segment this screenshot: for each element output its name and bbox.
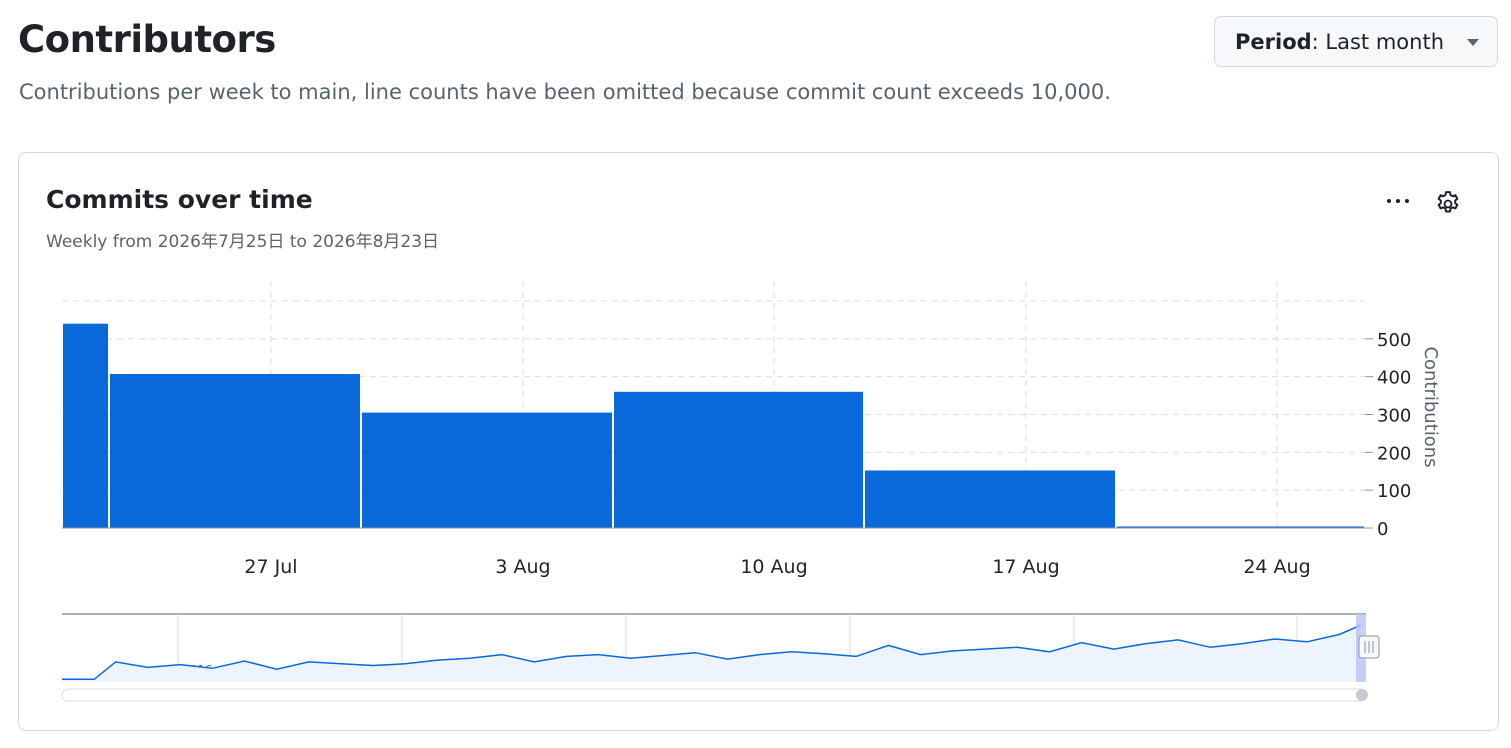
y-axis-label: Contributions — [1420, 346, 1441, 467]
y-tick-label: 100 — [1377, 481, 1411, 502]
x-tick-label: 3 Aug — [495, 556, 550, 578]
page-title: Contributors — [18, 18, 276, 61]
x-tick-label: 27 Jul — [244, 556, 297, 578]
bar[interactable] — [1117, 526, 1364, 528]
x-tick-label: 24 Aug — [1243, 556, 1310, 578]
navigator-scrollbar-thumb[interactable] — [1356, 689, 1368, 701]
y-tick-label: 300 — [1377, 406, 1411, 427]
period-value: Last month — [1325, 29, 1444, 54]
bar[interactable] — [110, 374, 360, 528]
navigator-series-line — [62, 624, 1361, 681]
period-dropdown-button[interactable]: Period: Last month — [1214, 16, 1498, 67]
y-tick-label: 400 — [1377, 368, 1411, 389]
bar[interactable] — [614, 391, 863, 528]
y-tick-label: 0 — [1377, 519, 1388, 540]
y-tick-label: 500 — [1377, 330, 1411, 351]
chart-title: Commits over time — [46, 185, 313, 214]
more-horizontal-icon[interactable] — [1381, 186, 1415, 216]
navigator-scrollbar-track[interactable] — [61, 688, 1367, 702]
chart-subtitle: Weekly from 2026年7月25日 to 2026年8月23日 — [46, 232, 440, 252]
period-separator: : — [1311, 29, 1319, 54]
bar[interactable] — [362, 412, 612, 528]
chevron-down-icon — [1467, 39, 1479, 46]
bar[interactable] — [865, 470, 1115, 528]
range-navigator[interactable]: 201620182020202220242026 — [19, 608, 1500, 708]
x-tick-label: 10 Aug — [740, 556, 807, 578]
commits-chart-card: Commits over time Weekly from 2026年7月25日… — [18, 152, 1499, 731]
y-tick-label: 200 — [1377, 443, 1411, 464]
bar[interactable] — [63, 323, 108, 528]
navigator-area — [62, 625, 1361, 682]
commits-bar-chart: 0 100 200 300 400 500 27 Jul 3 Aug 10 Aug 17 Aug 2… — [62, 281, 1441, 578]
page-description: Contributions per week to main, line cou… — [19, 80, 1111, 104]
period-label: Period — [1235, 29, 1312, 54]
x-tick-label: 17 Aug — [992, 556, 1059, 578]
gear-icon[interactable] — [1433, 189, 1463, 219]
